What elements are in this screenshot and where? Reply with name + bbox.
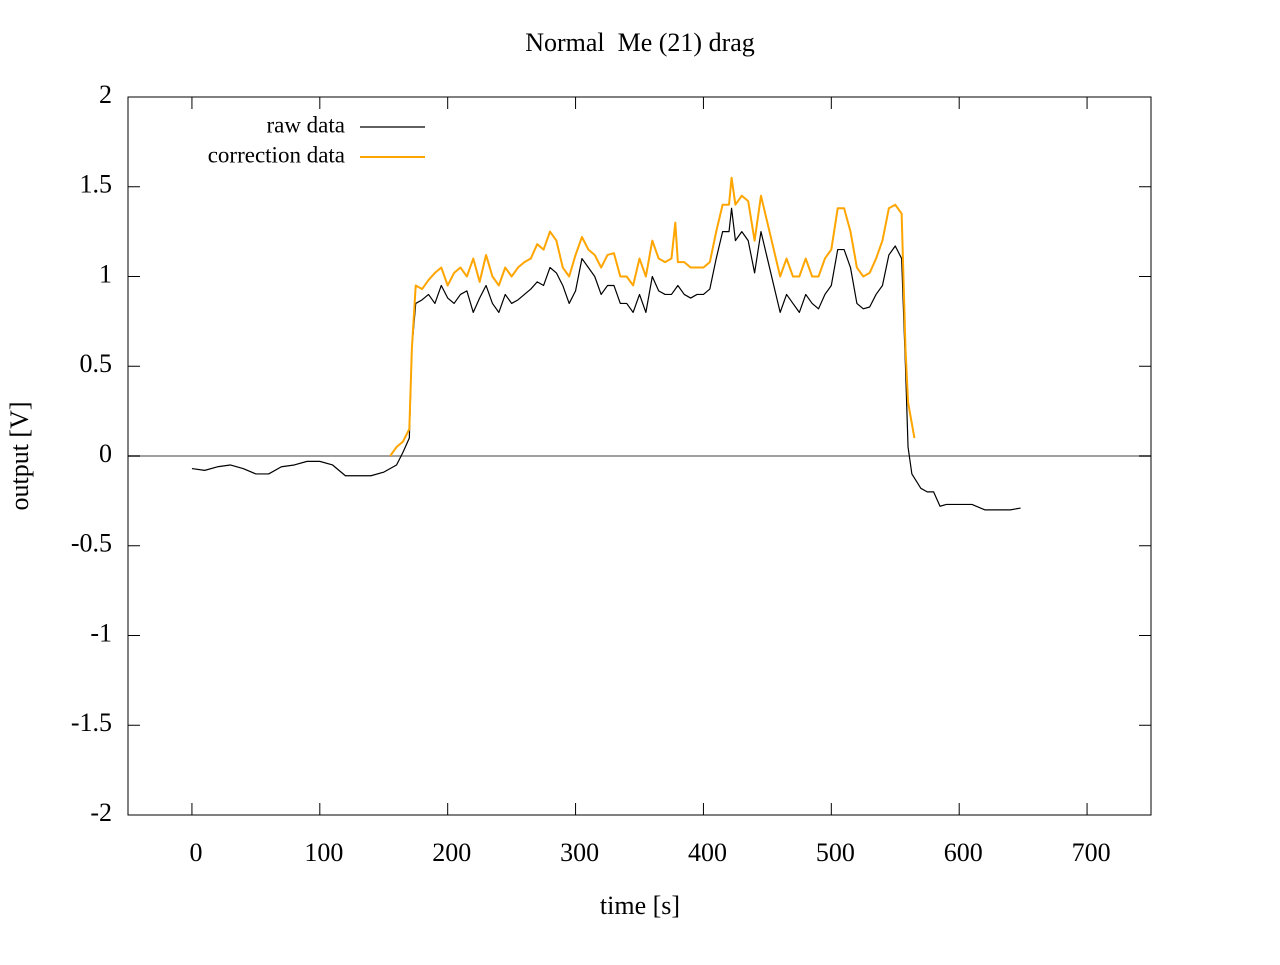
y-tick-label: 0.5	[80, 349, 113, 378]
y-axis-label: output [V]	[5, 401, 34, 510]
y-tick-label: 1	[99, 259, 112, 288]
y-tick-label: -1.5	[71, 708, 112, 737]
x-tick-label: 300	[560, 838, 599, 867]
legend-label: raw data	[266, 112, 345, 137]
x-tick-label: 400	[688, 838, 727, 867]
x-tick-label: 500	[816, 838, 855, 867]
data-line	[389, 176, 916, 457]
y-tick-label: -0.5	[71, 529, 112, 558]
y-tick-label: -2	[90, 798, 112, 827]
chart-title: Normal Me (21) drag	[525, 28, 755, 57]
x-tick-label: 700	[1072, 838, 1111, 867]
y-tick-label: 2	[99, 80, 112, 109]
x-tick-label: 0	[189, 838, 202, 867]
x-tick-label: 600	[944, 838, 983, 867]
y-tick-label: 0	[99, 439, 112, 468]
y-tick-label: 1.5	[80, 170, 113, 199]
x-tick-label: 200	[432, 838, 471, 867]
legend-label: correction data	[208, 142, 345, 167]
plot-frame	[127, 96, 1152, 816]
x-tick-label: 100	[304, 838, 343, 867]
x-axis-label: time [s]	[600, 891, 680, 920]
y-tick-label: -1	[90, 618, 112, 647]
